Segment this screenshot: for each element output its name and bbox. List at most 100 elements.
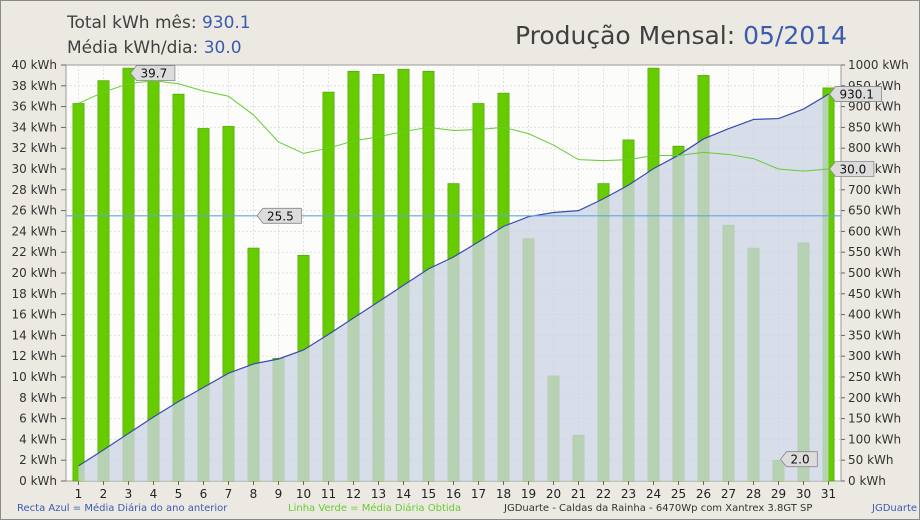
x-tick-label: 25 xyxy=(671,487,686,501)
right-tick-label: 550 kWh xyxy=(848,245,901,259)
x-tick-label: 20 xyxy=(546,487,561,501)
x-tick-label: 26 xyxy=(696,487,711,501)
x-tick-label: 23 xyxy=(621,487,636,501)
left-tick-label: 22 kWh xyxy=(11,245,57,259)
x-tick-label: 24 xyxy=(646,487,661,501)
chart-title-period: 05/2014 xyxy=(743,21,847,50)
x-tick-label: 1 xyxy=(75,487,83,501)
left-tick-label: 30 kWh xyxy=(11,162,57,176)
left-tick-label: 0 kWh xyxy=(19,474,57,488)
daily-bar xyxy=(122,67,135,482)
daily-bar xyxy=(72,103,85,482)
right-tick-label: 150 kWh xyxy=(848,412,901,426)
green-line-legend: Linha Verde = Média Diária Obtida xyxy=(288,503,462,514)
left-tick-label: 18 kWh xyxy=(11,287,57,301)
right-tick-label: 100 kWh xyxy=(848,432,901,446)
x-tick-label: 4 xyxy=(150,487,158,501)
left-tick-label: 34 kWh xyxy=(11,120,57,134)
cumulative-line xyxy=(78,93,829,467)
left-tick-label: 14 kWh xyxy=(11,328,57,342)
left-tick-label: 6 kWh xyxy=(19,412,57,426)
annotation-label-box xyxy=(779,451,818,468)
right-tick-label: 650 kWh xyxy=(848,204,901,218)
x-tick-label: 12 xyxy=(346,487,361,501)
right-tick-label: 200 kWh xyxy=(848,391,901,405)
monthly-total-value: 930.1 xyxy=(201,13,251,33)
monthly-total-readout: Total kWh mês: 930.1 xyxy=(67,13,251,33)
x-tick-label: 21 xyxy=(571,487,586,501)
left-tick-label: 16 kWh xyxy=(11,308,57,322)
left-tick-label: 32 kWh xyxy=(11,141,57,155)
left-tick-label: 36 kWh xyxy=(11,100,57,114)
left-tick-label: 2 kWh xyxy=(19,453,57,467)
annotation-label: 930.1 xyxy=(840,88,874,102)
left-tick-label: 10 kWh xyxy=(11,370,57,384)
x-tick-label: 2 xyxy=(100,487,108,501)
x-tick-label: 8 xyxy=(250,487,258,501)
x-tick-label: 29 xyxy=(771,487,786,501)
right-tick-label: 1000 kWh xyxy=(848,58,909,72)
annotation-label: 30.0 xyxy=(840,163,867,177)
right-tick-label: 450 kWh xyxy=(848,287,901,301)
left-tick-label: 20 kWh xyxy=(11,266,57,280)
right-tick-label: 850 kWh xyxy=(848,120,901,134)
right-tick-label: 50 kWh xyxy=(848,453,894,467)
x-tick-label: 17 xyxy=(471,487,486,501)
daily-bar xyxy=(97,80,110,482)
monthly-total-label: Total kWh mês: xyxy=(67,13,197,33)
daily-average-label: Média kWh/dia: xyxy=(67,38,199,58)
annotation-label: 39.7 xyxy=(141,67,168,81)
x-tick-label: 5 xyxy=(175,487,183,501)
daily-average-readout: Média kWh/dia: 30.0 xyxy=(67,38,242,58)
left-tick-label: 12 kWh xyxy=(11,349,57,363)
x-tick-label: 14 xyxy=(396,487,411,501)
x-tick-label: 30 xyxy=(796,487,811,501)
left-tick-label: 28 kWh xyxy=(11,183,57,197)
annotation-label-box xyxy=(828,86,882,102)
chart-title: Produção Mensal: 05/2014 xyxy=(515,21,847,50)
x-tick-label: 11 xyxy=(321,487,336,501)
x-tick-label: 16 xyxy=(446,487,461,501)
left-tick-label: 26 kWh xyxy=(11,204,57,218)
reference-value-label: 25.5 xyxy=(267,209,294,223)
x-tick-label: 28 xyxy=(746,487,761,501)
x-tick-label: 18 xyxy=(496,487,511,501)
x-tick-label: 10 xyxy=(296,487,311,501)
right-tick-label: 500 kWh xyxy=(848,266,901,280)
right-tick-label: 350 kWh xyxy=(848,328,901,342)
x-tick-label: 19 xyxy=(521,487,536,501)
x-tick-label: 9 xyxy=(275,487,283,501)
right-tick-label: 700 kWh xyxy=(848,183,901,197)
left-tick-label: 8 kWh xyxy=(19,391,57,405)
x-tick-label: 3 xyxy=(125,487,133,501)
system-info: JGDuarte - Caldas da Rainha - 6470Wp com… xyxy=(504,503,813,514)
annotation-label: 2.0 xyxy=(791,453,810,467)
running-average-line xyxy=(78,80,829,172)
credit: JGDuarte xyxy=(872,503,918,514)
x-tick-label: 7 xyxy=(225,487,233,501)
x-tick-label: 6 xyxy=(200,487,208,501)
left-tick-label: 24 kWh xyxy=(11,224,57,238)
blue-line-legend: Recta Azul = Média Diária do ano anterio… xyxy=(17,503,228,514)
right-tick-label: 800 kWh xyxy=(848,141,901,155)
right-tick-label: 600 kWh xyxy=(848,224,901,238)
right-tick-label: 300 kWh xyxy=(848,349,901,363)
x-tick-label: 13 xyxy=(371,487,386,501)
chart-title-label: Produção Mensal: xyxy=(514,21,736,50)
left-tick-label: 38 kWh xyxy=(11,79,57,93)
x-tick-label: 31 xyxy=(821,487,836,501)
annotation-label-box xyxy=(828,161,875,177)
annotation-label-box xyxy=(129,65,176,82)
x-tick-label: 15 xyxy=(421,487,436,501)
right-tick-label: 900 kWh xyxy=(848,100,901,114)
right-tick-label: 250 kWh xyxy=(848,370,901,384)
cumulative-area xyxy=(78,94,829,481)
left-tick-label: 4 kWh xyxy=(19,432,57,446)
daily-average-value: 30.0 xyxy=(203,38,242,58)
x-tick-label: 27 xyxy=(721,487,736,501)
right-tick-label: 400 kWh xyxy=(848,308,901,322)
right-tick-label: 0 kWh xyxy=(848,474,886,488)
x-tick-label: 22 xyxy=(596,487,611,501)
